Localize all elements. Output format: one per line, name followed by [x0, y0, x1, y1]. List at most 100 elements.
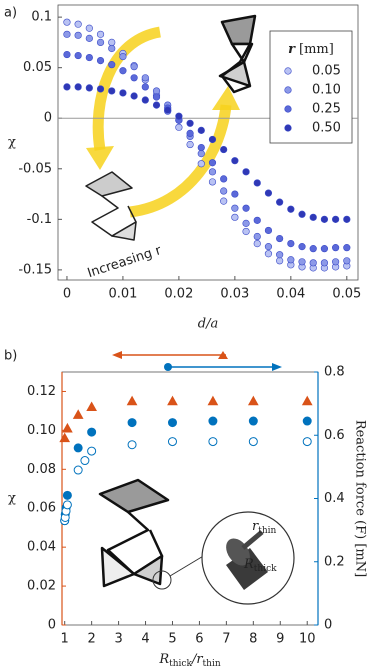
- label-part: thin: [203, 659, 221, 669]
- y-axis-label: χ: [8, 491, 16, 506]
- point: [73, 465, 83, 475]
- point: [220, 145, 228, 154]
- point: [175, 112, 183, 120]
- point: [248, 416, 258, 426]
- label-part: thin: [258, 526, 276, 536]
- y-tick-label: -0.1: [27, 212, 52, 227]
- point: [108, 44, 116, 53]
- x-tick-label: 10: [299, 632, 316, 647]
- y2-tick-label: 0.4: [324, 491, 345, 506]
- point: [220, 175, 228, 183]
- y-tick-label: 0.05: [23, 60, 52, 75]
- point: [343, 244, 351, 252]
- origami-bottom: [85, 171, 137, 241]
- x-tick-label: 2: [88, 632, 96, 647]
- point: [276, 251, 284, 259]
- point: [287, 240, 295, 248]
- point: [276, 234, 284, 243]
- point: [175, 123, 183, 131]
- point: [302, 416, 312, 426]
- y2-tick-label: 0: [324, 618, 332, 633]
- point: [287, 205, 295, 213]
- point: [62, 490, 72, 500]
- point: [298, 210, 306, 218]
- arrow-head: [212, 86, 240, 110]
- cylinder: [226, 530, 268, 590]
- inset-label-thin: rthin: [252, 519, 277, 536]
- point: [253, 240, 261, 248]
- legend-marker: [284, 86, 292, 94]
- point: [85, 53, 93, 62]
- legend-label: 0.25: [312, 102, 341, 117]
- label-part: R: [243, 557, 254, 572]
- point: [208, 437, 218, 447]
- point: [186, 119, 194, 127]
- y-tick-label: 0.02: [27, 579, 56, 594]
- point: [242, 204, 250, 212]
- y-tick-label: 0.1: [31, 10, 52, 25]
- point: [248, 437, 258, 447]
- point: [302, 437, 312, 447]
- point: [298, 243, 306, 251]
- x-tick-label: 5: [168, 632, 176, 647]
- legend-title: r [mm]: [288, 42, 334, 57]
- point: [186, 140, 194, 149]
- point: [85, 34, 93, 42]
- point: [130, 74, 138, 82]
- point: [72, 409, 84, 419]
- legend-box: [269, 30, 353, 144]
- point: [231, 213, 239, 221]
- x-tick-label: 1: [61, 632, 69, 647]
- point: [332, 244, 340, 252]
- point: [253, 216, 261, 224]
- legend-label: 0.05: [312, 64, 341, 79]
- point: [127, 418, 137, 428]
- inset-label-thick: Rthick: [243, 557, 277, 574]
- point: [253, 232, 261, 241]
- legend-label: 0.50: [312, 121, 341, 136]
- point: [301, 395, 313, 406]
- x-tick-label: 8: [249, 632, 257, 647]
- x-tick-label: 7: [222, 632, 230, 647]
- point: [119, 67, 127, 75]
- point: [231, 157, 239, 165]
- legend-marker: [284, 67, 292, 75]
- point: [167, 437, 177, 447]
- x-tick-label: 0: [63, 287, 71, 302]
- point: [119, 89, 127, 97]
- label-part: r: [252, 519, 259, 534]
- label-part: thick: [169, 659, 192, 669]
- y-tick-label: 0: [44, 111, 52, 126]
- point: [62, 500, 72, 510]
- point: [220, 187, 228, 195]
- point: [80, 456, 90, 466]
- point: [253, 179, 261, 187]
- y-tick-label: 0.10: [27, 423, 56, 438]
- point: [276, 257, 284, 265]
- point: [87, 446, 97, 456]
- point: [87, 427, 97, 437]
- point: [126, 395, 138, 406]
- point: [96, 38, 105, 47]
- y-tick-label: 0.06: [27, 501, 56, 516]
- point: [332, 258, 340, 266]
- point: [220, 197, 228, 205]
- point: [298, 258, 306, 266]
- y-tick-label: 0.04: [27, 540, 56, 555]
- yellow-arrows: [92, 26, 232, 218]
- point: [264, 250, 273, 258]
- point: [320, 215, 329, 223]
- point: [208, 135, 217, 144]
- point: [197, 160, 205, 168]
- y-tick-label: -0.05: [18, 161, 52, 176]
- arrow-head: [86, 146, 114, 170]
- point: [127, 440, 137, 450]
- point: [197, 126, 205, 134]
- legend-marker: [284, 105, 292, 113]
- panel-label: a): [4, 6, 17, 21]
- x-tick-label: 0.02: [164, 287, 193, 302]
- x-tick-label: 4: [141, 632, 149, 647]
- point: [197, 143, 205, 152]
- point: [108, 87, 116, 95]
- point: [86, 401, 97, 412]
